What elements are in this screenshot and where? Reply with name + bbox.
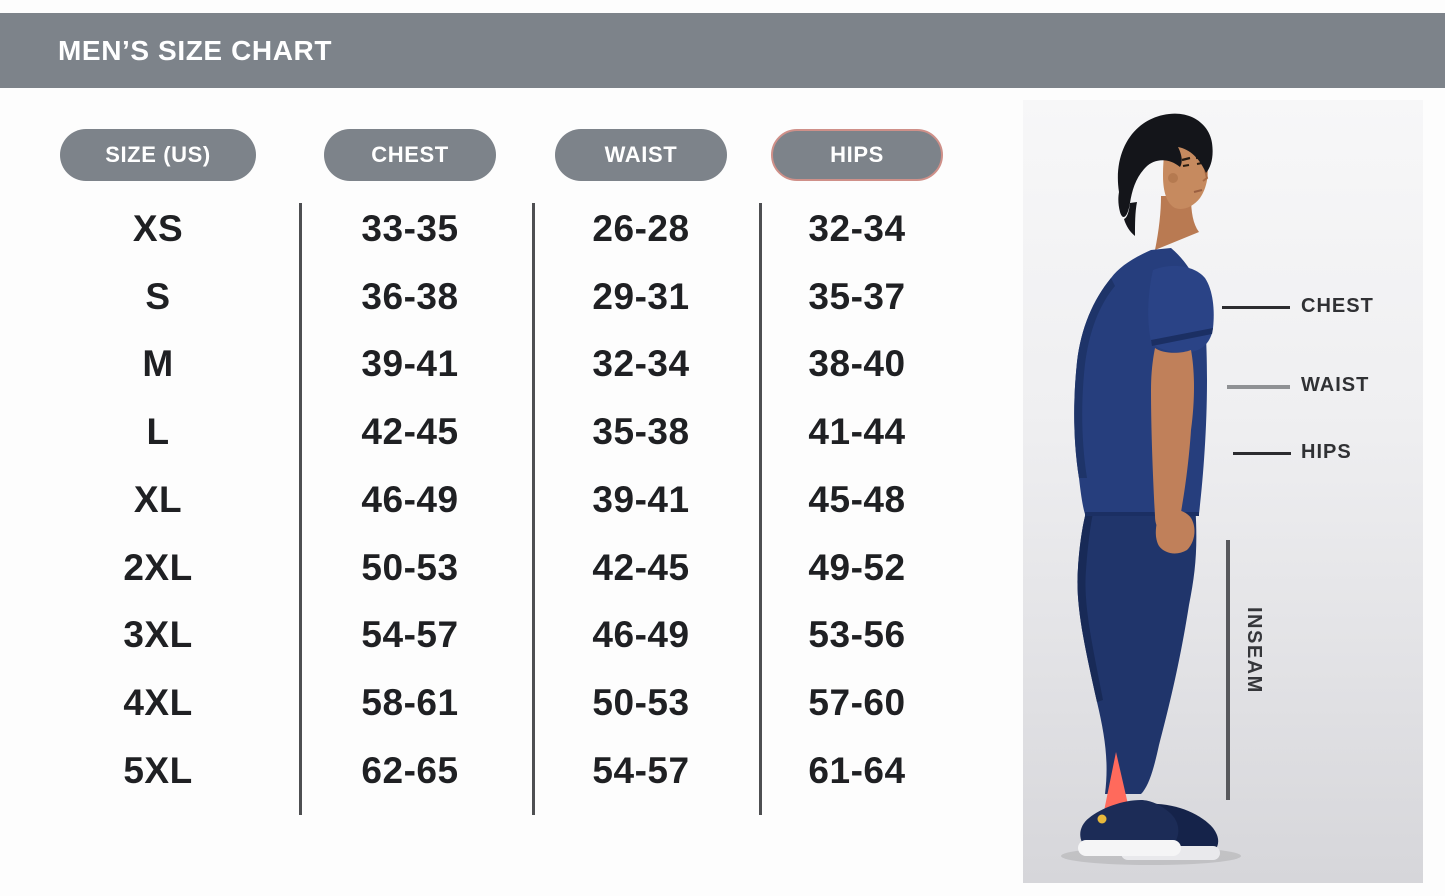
hips-cell: 38-40 — [808, 343, 906, 385]
waist-measure-line — [1227, 385, 1290, 389]
hips-cell: 32-34 — [808, 207, 906, 249]
inseam-label: INSEAM — [1243, 607, 1265, 694]
size-cell: S — [145, 275, 171, 317]
page-title: MEN’S SIZE CHART — [58, 34, 333, 66]
size-cell: 4XL — [123, 682, 193, 724]
waist-cell: 32-34 — [592, 343, 690, 385]
column-header-hips: HIPS — [771, 129, 943, 181]
hips-cell: 35-37 — [808, 275, 906, 317]
waist-cell: 29-31 — [592, 275, 690, 317]
hips-cell: 45-48 — [808, 478, 906, 520]
chest-cell: 54-57 — [361, 614, 459, 656]
chest-cell: 39-41 — [361, 343, 459, 385]
column-header-waist: WAIST — [555, 129, 727, 181]
table-row: S 36-38 29-31 35-37 — [0, 263, 980, 331]
chest-measure-line — [1222, 306, 1290, 309]
hips-cell: 49-52 — [808, 546, 906, 588]
chest-label: CHEST — [1301, 295, 1374, 317]
waist-cell: 26-28 — [592, 207, 690, 249]
table-row: 2XL 50-53 42-45 49-52 — [0, 534, 980, 602]
chest-cell: 46-49 — [361, 478, 459, 520]
size-cell: 5XL — [123, 749, 193, 791]
header-bar: MEN’S SIZE CHART — [0, 13, 1445, 88]
chest-cell: 33-35 — [361, 207, 459, 249]
model-illustration — [1061, 113, 1241, 865]
chest-cell: 36-38 — [361, 275, 459, 317]
size-cell: XL — [133, 478, 183, 520]
waist-cell: 54-57 — [592, 749, 690, 791]
column-divider — [532, 203, 535, 815]
table-row: XL 46-49 39-41 45-48 — [0, 466, 980, 534]
waist-cell: 46-49 — [592, 614, 690, 656]
hips-cell: 41-44 — [808, 411, 906, 453]
waist-cell: 39-41 — [592, 478, 690, 520]
table-row: 4XL 58-61 50-53 57-60 — [0, 669, 980, 737]
column-header-size: SIZE (US) — [60, 129, 256, 181]
size-cell: XS — [132, 207, 184, 249]
hips-cell: 61-64 — [808, 749, 906, 791]
size-table: XS 33-35 26-28 32-34 S 36-38 29-31 35-37… — [0, 195, 980, 805]
hips-cell: 57-60 — [808, 682, 906, 724]
chest-cell: 58-61 — [361, 682, 459, 724]
waist-cell: 35-38 — [592, 411, 690, 453]
model-photo — [1023, 100, 1423, 883]
size-cell: 3XL — [123, 614, 193, 656]
table-row: M 39-41 32-34 38-40 — [0, 331, 980, 399]
waist-cell: 42-45 — [592, 546, 690, 588]
table-row: XS 33-35 26-28 32-34 — [0, 195, 980, 263]
chest-cell: 42-45 — [361, 411, 459, 453]
table-row: L 42-45 35-38 41-44 — [0, 398, 980, 466]
waist-cell: 50-53 — [592, 682, 690, 724]
hips-label: HIPS — [1301, 441, 1352, 463]
chest-cell: 50-53 — [361, 546, 459, 588]
size-cell: 2XL — [123, 546, 193, 588]
column-header-chest: CHEST — [324, 129, 496, 181]
hips-cell: 53-56 — [808, 614, 906, 656]
column-divider — [759, 203, 762, 815]
size-cell: M — [142, 343, 174, 385]
table-row: 3XL 54-57 46-49 53-56 — [0, 602, 980, 670]
waist-label: WAIST — [1301, 374, 1370, 396]
chest-cell: 62-65 — [361, 749, 459, 791]
inseam-measure-line — [1226, 540, 1230, 800]
table-row: 5XL 62-65 54-57 61-64 — [0, 737, 980, 805]
size-cell: L — [146, 411, 170, 453]
hips-measure-line — [1233, 452, 1291, 455]
column-divider — [299, 203, 302, 815]
